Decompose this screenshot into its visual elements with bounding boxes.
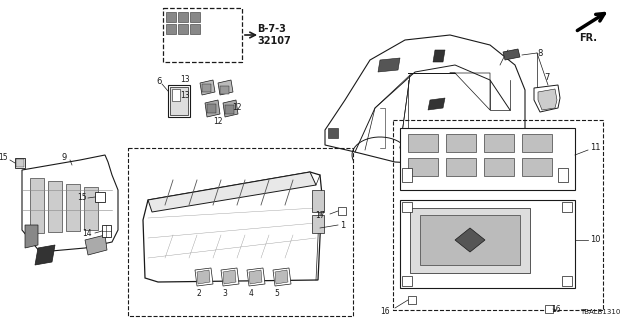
Polygon shape [534,85,560,112]
Polygon shape [247,268,265,286]
Polygon shape [22,155,118,252]
Text: 4: 4 [248,290,253,299]
Bar [562,202,572,212]
Bar [168,85,190,117]
Text: 32107: 32107 [257,36,291,46]
Polygon shape [205,100,220,117]
Text: 12: 12 [213,117,223,126]
Polygon shape [200,80,215,95]
Bar [166,24,176,34]
Text: 2: 2 [196,290,202,299]
Bar [312,190,324,212]
Bar [166,12,176,22]
Bar [190,12,200,22]
Text: FR.: FR. [579,33,597,43]
Polygon shape [275,270,288,284]
Text: 13: 13 [180,92,190,100]
Bar [484,134,514,152]
Bar [84,187,98,230]
Polygon shape [378,58,400,72]
Text: 9: 9 [61,153,67,162]
Bar [163,8,242,62]
Bar [408,158,438,176]
Bar [30,178,44,233]
Text: 8: 8 [538,49,543,58]
Bar [128,148,353,316]
Bar [545,305,553,313]
Text: 12: 12 [232,103,242,113]
Polygon shape [25,225,38,248]
Text: 7: 7 [544,74,550,83]
Bar [102,225,111,237]
Bar [225,105,234,114]
Bar [558,168,568,182]
Polygon shape [328,128,338,138]
Polygon shape [221,268,239,286]
Polygon shape [197,270,210,284]
Polygon shape [218,80,233,95]
Text: 15: 15 [0,153,8,162]
Bar [446,158,476,176]
Polygon shape [249,270,262,284]
Bar [48,181,62,232]
Text: 16: 16 [380,307,390,316]
Bar [207,104,216,113]
Text: 5: 5 [275,290,280,299]
Bar [172,89,180,101]
Polygon shape [503,49,520,60]
Bar [178,12,188,22]
Bar [170,87,188,115]
Polygon shape [433,50,445,62]
Bar [66,184,80,231]
Bar [338,207,346,215]
Text: 11: 11 [590,143,600,153]
Text: 1: 1 [340,220,346,229]
Polygon shape [85,235,107,255]
Bar [190,24,200,34]
Bar [484,158,514,176]
Bar [312,215,324,233]
Text: TBALB1310: TBALB1310 [580,309,620,315]
Text: 10: 10 [590,236,600,244]
Text: 17: 17 [316,212,325,220]
Bar [522,158,552,176]
Bar [408,134,438,152]
Bar [16,159,24,167]
Polygon shape [223,100,238,117]
Polygon shape [428,98,445,110]
Polygon shape [223,270,236,284]
Bar [15,158,25,168]
Polygon shape [148,172,316,212]
Polygon shape [195,268,213,286]
Polygon shape [538,89,557,110]
Bar [522,134,552,152]
Bar [402,202,412,212]
Bar [446,134,476,152]
Polygon shape [143,172,322,282]
Bar [202,84,211,92]
Bar [220,86,229,94]
Bar [95,192,105,202]
Text: 14: 14 [83,228,92,237]
Bar [402,276,412,286]
Bar [402,168,412,182]
Bar [400,128,575,190]
Bar [178,24,188,34]
Text: 6: 6 [156,76,162,85]
Polygon shape [273,268,291,286]
Polygon shape [35,245,55,265]
Bar [400,200,575,288]
Bar [393,120,603,310]
Text: B-7-3: B-7-3 [257,24,287,34]
Bar [562,276,572,286]
Text: 15: 15 [77,194,87,203]
Polygon shape [325,35,525,165]
Bar [410,208,530,273]
Text: 3: 3 [223,290,227,299]
Text: 16: 16 [551,306,561,315]
Text: 13: 13 [180,76,190,84]
Polygon shape [455,228,485,252]
Bar [420,215,520,265]
Bar [408,296,416,304]
